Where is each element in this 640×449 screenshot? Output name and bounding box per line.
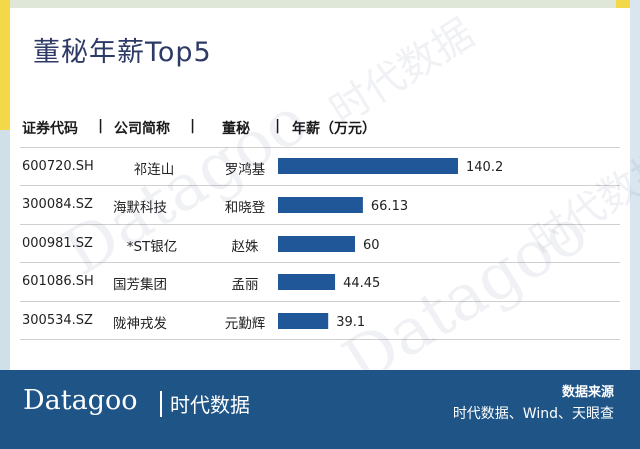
row-divider [20,262,620,263]
bar-value-label: 44.45 [343,276,380,291]
col-header-code: 证券代码 [22,121,78,137]
row-divider [20,339,620,340]
row-divider [20,224,620,225]
row-secretary: 赵姝 [231,239,259,255]
col-separator: | [190,118,196,134]
col-header-secretary: 董秘 [222,121,250,137]
row-code: 300534.SZ [22,313,93,328]
brand-name-cn: 时代数据 [170,393,250,417]
bar-1 [278,158,458,174]
bar-value-label: 60 [363,238,380,253]
row-divider [20,301,620,302]
row-secretary: 和晓登 [224,200,266,216]
row-divider [20,185,620,186]
left-accent-stripe-yellow [0,0,10,130]
footer-bar [0,370,640,449]
bar-value-label: 66.13 [371,199,408,214]
row-company: 国芳集团 [113,277,167,293]
bar-3 [278,236,356,252]
row-code: 000981.SZ [22,236,93,251]
chart-title: 董秘年薪Top5 [33,37,212,68]
row-company: *ST银亿 [126,239,178,255]
bar-5 [278,313,329,329]
row-company: 陇神戎发 [113,316,167,332]
bar-value-label: 39.1 [336,315,365,330]
row-secretary: 罗鸿基 [224,162,266,178]
right-accent-stripe [630,0,640,449]
row-secretary: 元勤辉 [224,316,266,332]
row-company: 祁连山 [133,162,175,178]
bar-4 [278,274,336,290]
source-text: 时代数据、Wind、天眼查 [452,406,614,422]
col-separator: | [275,118,281,134]
row-secretary: 孟丽 [231,277,259,293]
row-code: 600720.SH [22,159,94,174]
left-accent-stripe-blue [0,130,10,370]
header-divider [20,147,620,148]
bar-value-label: 140.2 [466,160,503,175]
bar-2 [278,197,363,213]
brand-logo: Datagoo [23,385,138,416]
brand-divider [160,391,162,417]
source-title: 数据来源 [561,385,614,400]
col-header-company: 公司简称 [114,121,170,137]
row-company: 海默科技 [113,200,167,216]
col-separator: | [98,118,104,134]
row-code: 601086.SH [22,274,94,289]
top-accent-stripe [0,0,640,8]
content-panel [10,8,630,370]
row-code: 300084.SZ [22,197,93,212]
col-header-salary: 年薪（万元） [292,121,376,137]
